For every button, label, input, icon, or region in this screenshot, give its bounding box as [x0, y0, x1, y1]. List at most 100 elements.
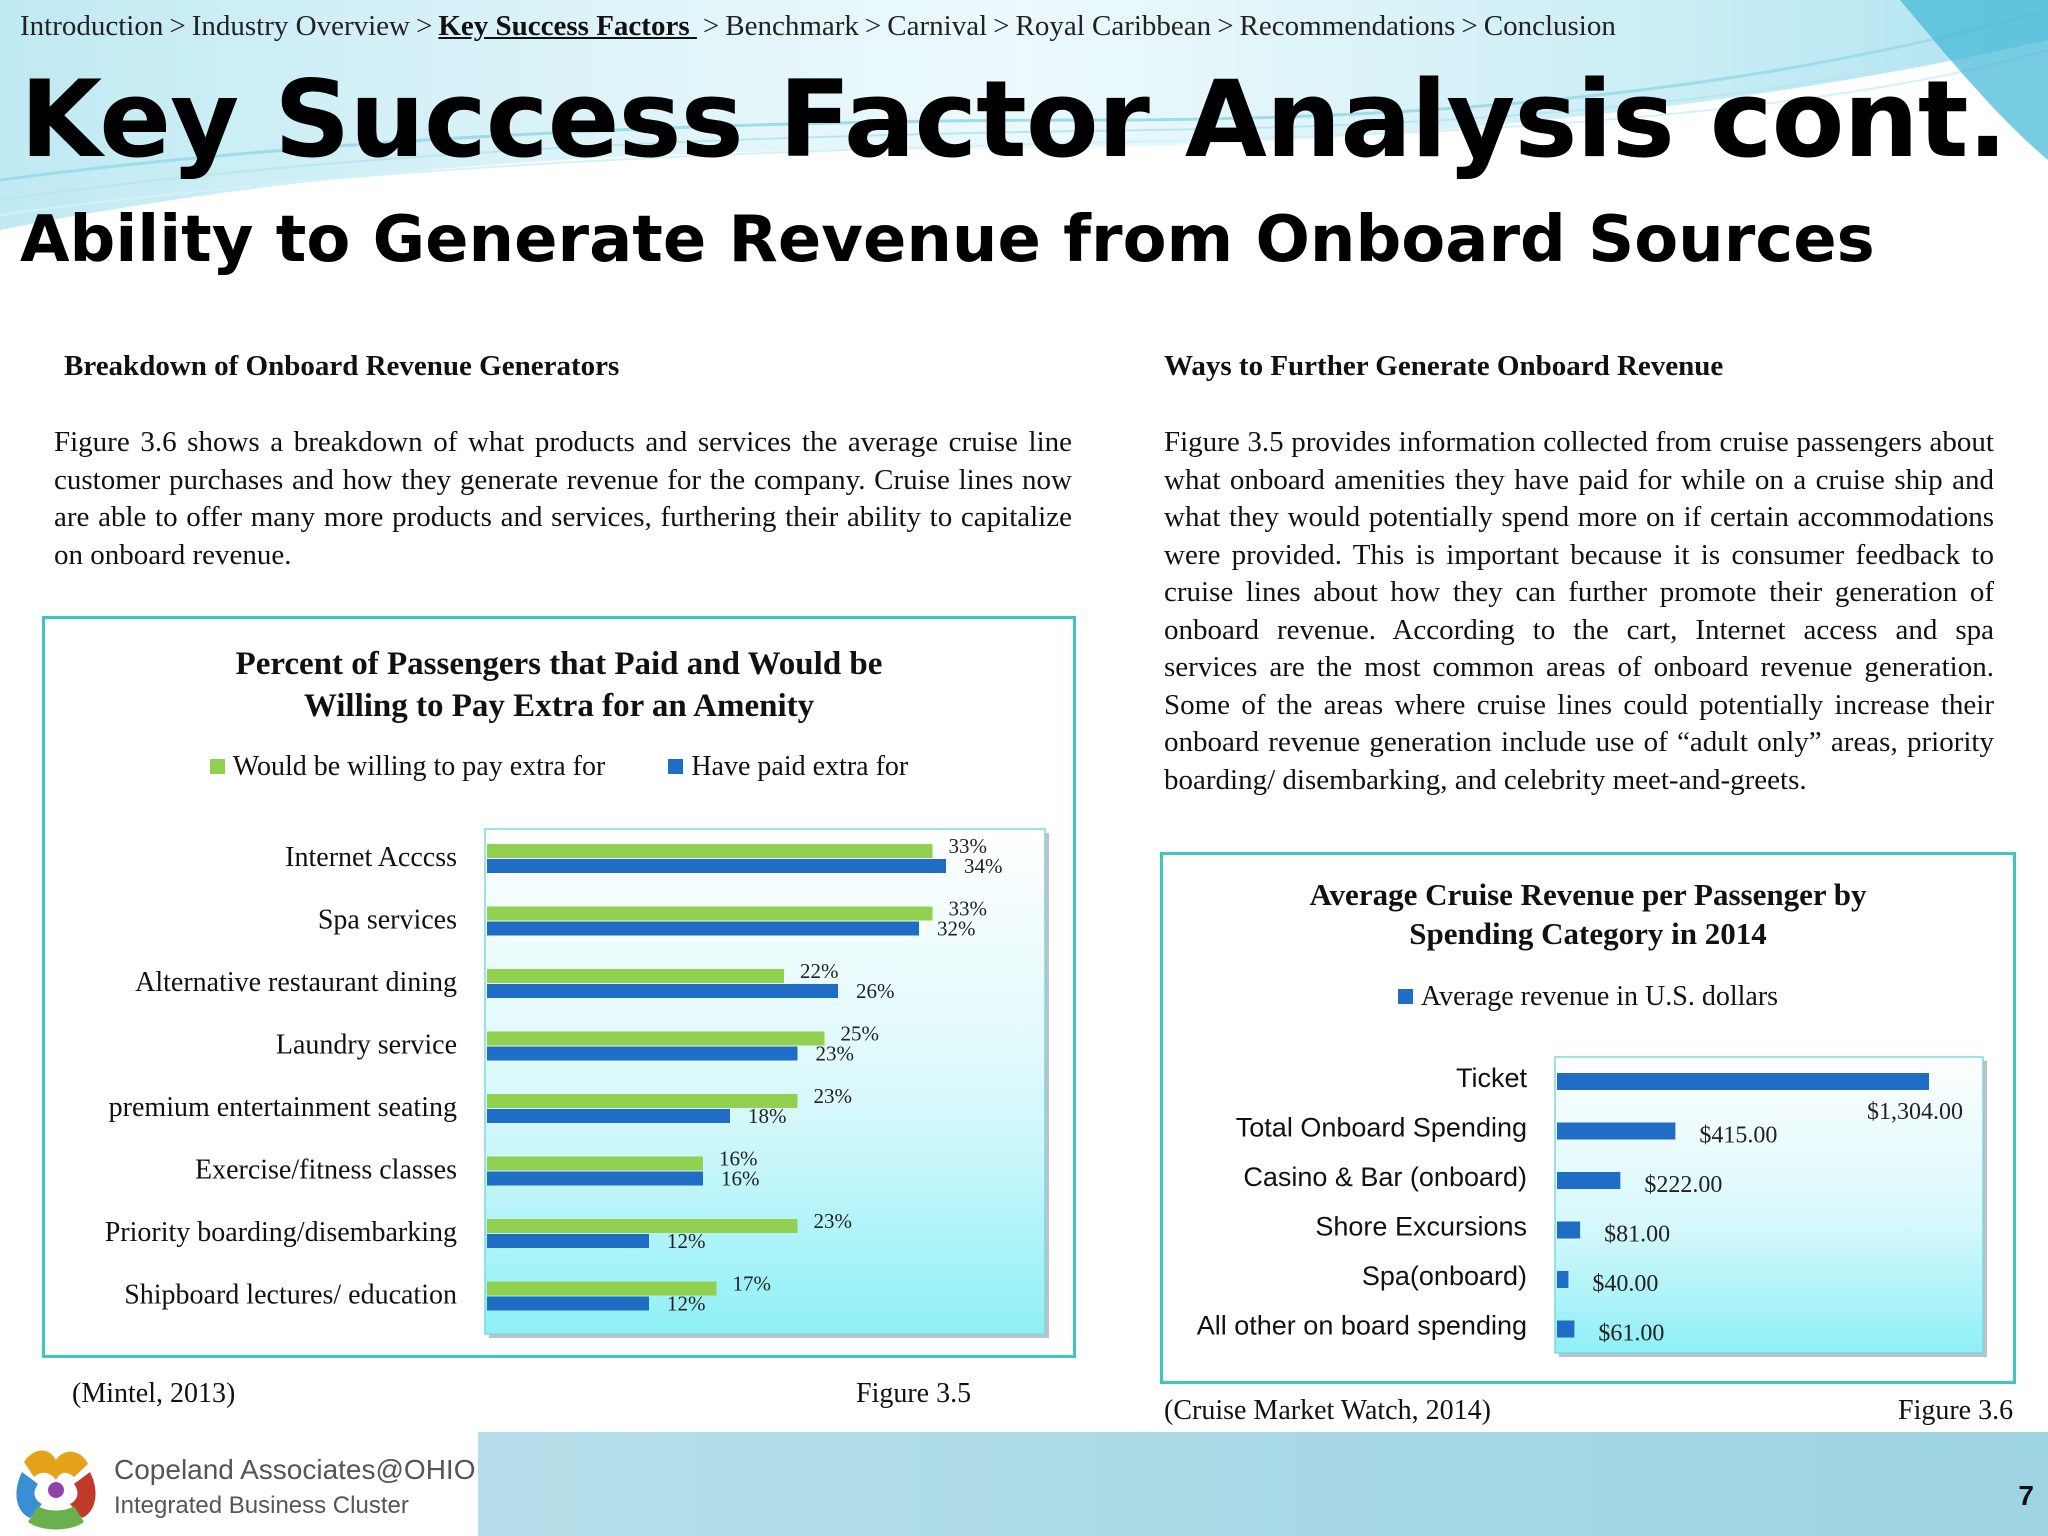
plot-area: [1554, 1056, 1984, 1354]
data-label: 16%: [719, 1147, 758, 1171]
chart-title-line: Spending Category in 2014: [1409, 916, 1767, 951]
breadcrumb-separator: >: [169, 10, 186, 42]
bar: [487, 1281, 717, 1296]
page-number: 7: [2018, 1480, 2034, 1511]
data-label: 18%: [748, 1104, 787, 1128]
data-label: $61.00: [1598, 1321, 1664, 1347]
breadcrumb-item-industry-overview[interactable]: Industry Overview: [191, 10, 410, 42]
category-label: All other on board spending: [1197, 1311, 1527, 1341]
left-source-citation: (Mintel, 2013): [72, 1378, 236, 1409]
legend-item-paid: Have paid extra for: [668, 751, 908, 783]
chart-legend: Average revenue in U.S. dollars: [1163, 981, 2013, 1013]
category-label: Shipboard lectures/ education: [124, 1280, 457, 1311]
page-title: Key Success Factor Analysis cont.: [20, 58, 2008, 181]
data-label: 16%: [721, 1167, 760, 1191]
bar: [1557, 1073, 1929, 1090]
bar: [1557, 1221, 1581, 1239]
bar: [487, 1094, 798, 1108]
data-label: $415.00: [1699, 1123, 1777, 1149]
data-label: $222.00: [1644, 1172, 1722, 1198]
right-figure-label: Figure 3.6: [1898, 1395, 2014, 1426]
legend-label: Average revenue in U.S. dollars: [1420, 981, 1779, 1012]
breadcrumb: Introduction > Industry Overview > Key Succe…: [20, 10, 1616, 43]
category-label: Spa(onboard): [1362, 1261, 1527, 1291]
chart-legend: Would be willing to pay extra for Have p…: [45, 751, 1073, 783]
breadcrumb-item-conclusion[interactable]: Conclusion: [1483, 10, 1616, 42]
category-label: Total Onboard Spending: [1236, 1113, 1527, 1143]
legend-swatch: [668, 759, 684, 774]
bar: [1557, 1122, 1676, 1140]
header-swoosh-decoration: [0, 0, 2048, 230]
right-section-heading: Ways to Further Generate Onboard Revenue: [1164, 350, 1724, 382]
category-label: Ticket: [1456, 1063, 1528, 1093]
breadcrumb-separator: >: [1461, 10, 1478, 42]
bar: [1557, 1172, 1621, 1189]
bar: [487, 984, 838, 998]
chart-title-line: Willing to Pay Extra for an Amenity: [303, 688, 815, 724]
data-label: 34%: [964, 854, 1003, 878]
category-label: Internet Acccss: [285, 842, 457, 873]
data-label: 17%: [733, 1272, 772, 1296]
footer-logo: Copeland Associates@OHIO Integrated Busi…: [0, 1432, 478, 1536]
revenue-bar-chart-svg: Ticket $1,304.00 Total Onboard Spending $41…: [1197, 1056, 1987, 1357]
amenity-bar-chart-svg: Internet Acccss 33%34%Spa services 33%32%A…: [105, 828, 1049, 1338]
data-label: 26%: [856, 979, 895, 1003]
data-label: 12%: [667, 1292, 706, 1316]
puzzle-hands-logo-icon: [16, 1450, 96, 1530]
breadcrumb-item-carnival[interactable]: Carnival: [887, 10, 988, 42]
breadcrumb-item-recommendations[interactable]: Recommendations: [1239, 10, 1456, 42]
category-label: Shore Excursions: [1315, 1212, 1527, 1242]
legend-label: Have paid extra for: [691, 751, 909, 782]
category-label: Casino & Bar (onboard): [1243, 1162, 1527, 1192]
breadcrumb-separator: >: [702, 10, 720, 42]
breadcrumb-item-introduction[interactable]: Introduction: [20, 10, 164, 42]
bar: [487, 906, 933, 921]
chart-title-line: Percent of Passengers that Paid and Woul…: [235, 646, 883, 682]
left-figure-label: Figure 3.5: [856, 1378, 972, 1409]
legend-item-average-revenue: Average revenue in U.S. dollars: [1397, 981, 1779, 1013]
legend-item-willing: Would be willing to pay extra for: [209, 751, 606, 783]
bar: [487, 859, 946, 873]
breadcrumb-separator: >: [864, 10, 882, 42]
data-label: 33%: [949, 897, 988, 921]
bar: [487, 1109, 730, 1123]
legend-swatch: [1397, 989, 1413, 1004]
data-label: 32%: [937, 917, 976, 941]
category-label: premium entertainment seating: [109, 1092, 457, 1123]
bar: [487, 1171, 703, 1186]
category-label: Exercise/fitness classes: [195, 1155, 457, 1186]
breadcrumb-separator: >: [1217, 10, 1234, 42]
data-label: 25%: [841, 1022, 880, 1046]
data-label: $81.00: [1604, 1222, 1670, 1248]
revenue-per-passenger-chart: Average Cruise Revenue per Passenger by …: [1160, 852, 2016, 1384]
data-label: $1,304.00: [1867, 1099, 1963, 1125]
bar: [487, 921, 919, 936]
logo-line-2: Integrated Business Cluster: [114, 1492, 409, 1519]
breadcrumb-separator: >: [415, 10, 433, 42]
breadcrumb-item-benchmark[interactable]: Benchmark: [725, 10, 859, 42]
passenger-amenity-chart: Percent of Passengers that Paid and Woul…: [42, 616, 1076, 1358]
data-label: $40.00: [1592, 1271, 1658, 1297]
logo-line-1: Copeland Associates@OHIO: [114, 1454, 476, 1485]
bar: [487, 1031, 825, 1046]
legend-label: Would be willing to pay extra for: [232, 751, 606, 782]
data-label: 23%: [816, 1042, 855, 1066]
bar: [1557, 1271, 1569, 1288]
category-label: Spa services: [318, 905, 457, 936]
right-source-citation: (Cruise Market Watch, 2014): [1164, 1395, 1491, 1426]
category-label: Laundry service: [276, 1030, 457, 1061]
legend-swatch: [209, 759, 225, 774]
chart-title-line: Average Cruise Revenue per Passenger by: [1309, 877, 1867, 912]
page-subtitle: Ability to Generate Revenue from Onboard…: [20, 203, 1875, 277]
bar: [1557, 1320, 1575, 1338]
bar: [487, 969, 784, 983]
left-paragraph: Figure 3.6 shows a breakdown of what pro…: [54, 426, 1072, 571]
category-label: Priority boarding/disembarking: [105, 1217, 457, 1248]
breadcrumb-item-royal-caribbean[interactable]: Royal Caribbean: [1015, 10, 1212, 42]
bar: [487, 1219, 798, 1233]
left-section-heading: Breakdown of Onboard Revenue Generators: [64, 350, 620, 382]
data-label: 12%: [667, 1229, 706, 1253]
breadcrumb-item-key-success-factors[interactable]: Key Success Factors: [438, 10, 697, 42]
bar: [487, 1046, 798, 1061]
data-label: 23%: [814, 1209, 853, 1233]
